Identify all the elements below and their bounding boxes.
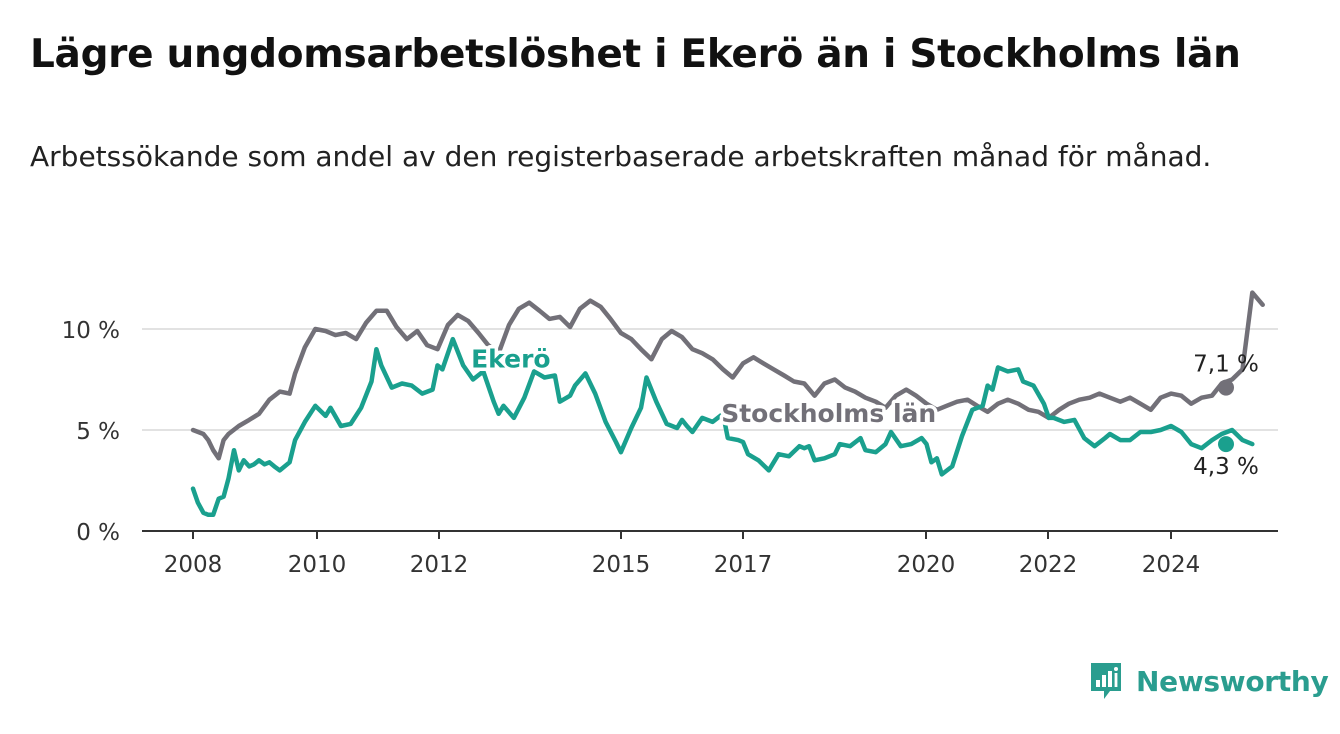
brand-logo: Newsworthy (1088, 660, 1329, 702)
x-tick-label: 2017 (714, 552, 773, 578)
line-label-stockholms-lan: Stockholms län (721, 399, 936, 428)
chart-subtitle: Arbetssökande som andel av den registerb… (30, 140, 1212, 173)
newsworthy-logo-icon (1091, 663, 1121, 699)
x-tick-label: 2012 (410, 552, 469, 578)
line-label-ekero: Ekerö (471, 344, 551, 373)
series-line-stockholms-lan (190, 290, 1265, 461)
x-tick-label: 2008 (164, 552, 223, 578)
end-marker-stockholms-lan (1218, 379, 1234, 396)
series-line-ekero (190, 336, 1255, 518)
x-tick-label: 2020 (897, 552, 956, 578)
chart-title: Lägre ungdomsarbetslöshet i Ekerö än i S… (30, 32, 1241, 77)
brand-name: Newsworthy (1136, 664, 1329, 698)
x-tick-label: 2015 (592, 552, 651, 578)
end-label-ekero: 4,3 % (1193, 454, 1259, 480)
x-tick-label: 2022 (1019, 552, 1078, 578)
y-tick-label: 5 % (76, 419, 120, 445)
x-tick-label: 2010 (288, 552, 347, 578)
end-marker-ekero (1218, 436, 1234, 453)
x-tick-label: 2024 (1142, 552, 1201, 578)
end-label-stockholms-lan: 7,1 % (1193, 352, 1259, 378)
y-tick-label: 10 % (62, 318, 120, 344)
y-tick-label: 0 % (76, 520, 120, 546)
